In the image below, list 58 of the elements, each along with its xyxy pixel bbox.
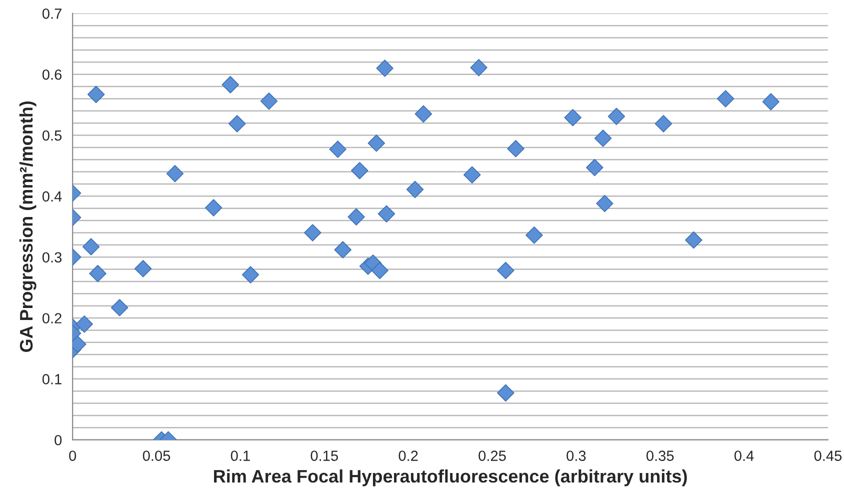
point xyxy=(368,134,386,152)
point xyxy=(470,59,488,76)
point xyxy=(110,299,128,316)
point xyxy=(378,205,396,222)
x-tick-label: 0.1 xyxy=(230,450,250,461)
point xyxy=(497,384,514,402)
x-tick-label: 0.15 xyxy=(310,450,338,461)
point xyxy=(166,164,184,182)
y-tick-label: 0.3 xyxy=(42,252,62,263)
y-tick-label: 0.2 xyxy=(42,313,62,324)
y-tick-label: 0.5 xyxy=(42,130,62,141)
x-tick-label: 0 xyxy=(69,450,76,461)
x-tick-label: 0.35 xyxy=(646,450,674,461)
point xyxy=(371,262,388,280)
point xyxy=(228,115,246,132)
point xyxy=(242,266,260,284)
y-tick-label: 0.1 xyxy=(42,374,62,384)
point xyxy=(762,93,780,110)
point xyxy=(497,262,514,280)
point xyxy=(586,158,604,176)
point xyxy=(89,264,106,282)
point xyxy=(507,140,524,158)
y-axis-title: GA Progression (mm²/month) xyxy=(19,101,36,352)
point xyxy=(76,315,93,333)
point xyxy=(82,238,100,256)
point xyxy=(260,92,278,110)
point xyxy=(222,76,240,94)
point xyxy=(608,108,626,126)
point xyxy=(376,60,394,77)
point xyxy=(134,260,152,278)
point xyxy=(564,108,582,126)
y-tick-label: 0 xyxy=(54,434,62,446)
point xyxy=(334,241,352,258)
point xyxy=(204,199,222,216)
point xyxy=(406,180,424,198)
x-tick-label: 0.45 xyxy=(814,450,842,461)
x-tick-label: 0.3 xyxy=(566,450,586,461)
point xyxy=(654,115,672,132)
point xyxy=(348,208,365,226)
y-tick-label: 0.6 xyxy=(42,69,62,80)
y-tick-label: 0.7 xyxy=(42,8,62,19)
point xyxy=(304,224,322,242)
point xyxy=(414,105,432,123)
point xyxy=(87,86,105,104)
y-tick-label: 0.4 xyxy=(42,191,62,202)
x-tick-label: 0.2 xyxy=(398,450,418,461)
x-tick-label: 0.05 xyxy=(142,450,170,461)
x-tick-label: 0.4 xyxy=(734,450,754,461)
point xyxy=(526,226,543,244)
point xyxy=(596,194,614,212)
x-axis-title: Rim Area Focal Hyperautofluorescence (arbitrary units) xyxy=(214,469,687,486)
x-tick-label: 0.25 xyxy=(478,450,506,461)
point xyxy=(350,162,368,180)
point xyxy=(594,130,612,147)
point xyxy=(463,166,481,184)
point xyxy=(685,231,702,249)
point xyxy=(329,140,346,158)
point xyxy=(716,90,734,108)
